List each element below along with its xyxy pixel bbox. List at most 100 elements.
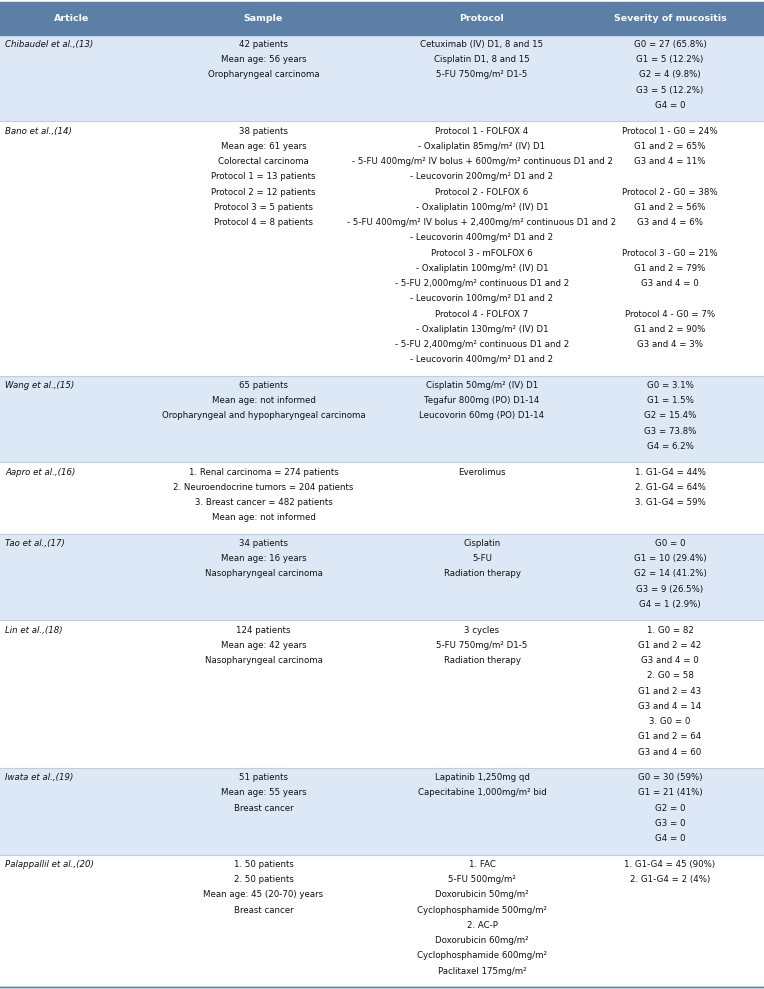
Text: Everolimus: Everolimus xyxy=(458,468,506,477)
Text: 2. Neuroendocrine tumors = 204 patients: 2. Neuroendocrine tumors = 204 patients xyxy=(173,483,354,492)
Text: - 5-FU 2,000mg/m² continuous D1 and 2: - 5-FU 2,000mg/m² continuous D1 and 2 xyxy=(395,279,569,288)
Text: Protocol 4 - G0 = 7%: Protocol 4 - G0 = 7% xyxy=(625,310,715,318)
Text: Cyclophosphamide 600mg/m²: Cyclophosphamide 600mg/m² xyxy=(417,951,547,960)
Text: G3 and 4 = 14: G3 and 4 = 14 xyxy=(639,702,701,711)
Text: 1. 50 patients: 1. 50 patients xyxy=(234,859,293,868)
Text: G0 = 0: G0 = 0 xyxy=(655,539,685,548)
Text: Colorectal carcinoma: Colorectal carcinoma xyxy=(219,157,309,166)
Text: Lapatinib 1,250mg qd: Lapatinib 1,250mg qd xyxy=(435,773,529,782)
Text: Sample: Sample xyxy=(244,14,283,23)
Text: Mean age: not informed: Mean age: not informed xyxy=(212,513,316,522)
Text: G2 = 4 (9.8%): G2 = 4 (9.8%) xyxy=(639,70,701,79)
Text: 65 patients: 65 patients xyxy=(239,381,288,390)
Text: - Leucovorin 400mg/m² D1 and 2: - Leucovorin 400mg/m² D1 and 2 xyxy=(410,233,554,242)
Text: G1 = 1.5%: G1 = 1.5% xyxy=(646,397,694,405)
Text: G4 = 6.2%: G4 = 6.2% xyxy=(646,442,694,451)
Bar xyxy=(0,854,764,987)
Text: Cisplatin 50mg/m² (IV) D1: Cisplatin 50mg/m² (IV) D1 xyxy=(426,381,538,390)
Text: G2 = 15.4%: G2 = 15.4% xyxy=(644,411,696,420)
Text: Mean age: 55 years: Mean age: 55 years xyxy=(221,788,306,797)
Text: Protocol 1 - G0 = 24%: Protocol 1 - G0 = 24% xyxy=(622,127,718,135)
Text: G1 and 2 = 79%: G1 and 2 = 79% xyxy=(634,264,706,273)
Text: 2. G0 = 58: 2. G0 = 58 xyxy=(646,672,694,680)
Text: 1. Renal carcinoma = 274 patients: 1. Renal carcinoma = 274 patients xyxy=(189,468,338,477)
Text: Mean age: 45 (20-70) years: Mean age: 45 (20-70) years xyxy=(203,890,324,899)
Text: 34 patients: 34 patients xyxy=(239,539,288,548)
Text: Oropharyngeal and hypopharyngeal carcinoma: Oropharyngeal and hypopharyngeal carcino… xyxy=(162,411,365,420)
Text: 3. G0 = 0: 3. G0 = 0 xyxy=(649,717,691,726)
Text: Aapro et al.,(16): Aapro et al.,(16) xyxy=(5,468,76,477)
Text: G2 = 14 (41.2%): G2 = 14 (41.2%) xyxy=(633,570,707,579)
Text: - Oxaliplatin 130mg/m² (IV) D1: - Oxaliplatin 130mg/m² (IV) D1 xyxy=(416,324,549,333)
Text: 5-FU: 5-FU xyxy=(472,554,492,563)
Text: Mean age: 42 years: Mean age: 42 years xyxy=(221,641,306,650)
Bar xyxy=(0,768,764,854)
Text: - Leucovorin 200mg/m² D1 and 2: - Leucovorin 200mg/m² D1 and 2 xyxy=(410,172,554,181)
Text: - Oxaliplatin 100mg/m² (IV) D1: - Oxaliplatin 100mg/m² (IV) D1 xyxy=(416,203,549,212)
Text: Tegafur 800mg (PO) D1-14: Tegafur 800mg (PO) D1-14 xyxy=(424,397,539,405)
Text: G1 and 2 = 64: G1 and 2 = 64 xyxy=(639,732,701,742)
Bar xyxy=(0,534,764,620)
Text: 3. G1-G4 = 59%: 3. G1-G4 = 59% xyxy=(635,498,705,507)
Text: Doxorubicin 60mg/m²: Doxorubicin 60mg/m² xyxy=(435,936,529,945)
Text: G3 = 9 (26.5%): G3 = 9 (26.5%) xyxy=(636,584,704,593)
Text: Chibaudel et al.,(13): Chibaudel et al.,(13) xyxy=(5,40,93,48)
Bar xyxy=(0,35,764,122)
Text: Protocol 4 - FOLFOX 7: Protocol 4 - FOLFOX 7 xyxy=(435,310,529,318)
Text: Protocol 1 = 13 patients: Protocol 1 = 13 patients xyxy=(212,172,316,181)
Text: 124 patients: 124 patients xyxy=(236,626,291,635)
Text: Cetuximab (IV) D1, 8 and 15: Cetuximab (IV) D1, 8 and 15 xyxy=(420,40,543,48)
Text: - 5-FU 2,400mg/m² continuous D1 and 2: - 5-FU 2,400mg/m² continuous D1 and 2 xyxy=(395,340,569,349)
Bar xyxy=(0,2,764,35)
Text: 38 patients: 38 patients xyxy=(239,127,288,135)
Text: 5-FU 750mg/m² D1-5: 5-FU 750mg/m² D1-5 xyxy=(436,70,528,79)
Text: G1 and 2 = 56%: G1 and 2 = 56% xyxy=(634,203,706,212)
Bar xyxy=(0,462,764,534)
Text: 5-FU 750mg/m² D1-5: 5-FU 750mg/m² D1-5 xyxy=(436,641,528,650)
Text: Iwata et al.,(19): Iwata et al.,(19) xyxy=(5,773,73,782)
Text: Radiation therapy: Radiation therapy xyxy=(443,570,520,579)
Text: G3 and 4 = 0: G3 and 4 = 0 xyxy=(641,279,699,288)
Text: Protocol 2 - G0 = 38%: Protocol 2 - G0 = 38% xyxy=(622,188,718,197)
Text: 2. 50 patients: 2. 50 patients xyxy=(234,875,293,884)
Text: Article: Article xyxy=(54,14,89,23)
Text: G1 and 2 = 42: G1 and 2 = 42 xyxy=(639,641,701,650)
Text: 3. Breast cancer = 482 patients: 3. Breast cancer = 482 patients xyxy=(195,498,332,507)
Text: - Oxaliplatin 85mg/m² (IV) D1: - Oxaliplatin 85mg/m² (IV) D1 xyxy=(419,141,545,150)
Text: G2 = 0: G2 = 0 xyxy=(655,804,685,813)
Text: Bano et al.,(14): Bano et al.,(14) xyxy=(5,127,72,135)
Text: Wang et al.,(15): Wang et al.,(15) xyxy=(5,381,74,390)
Text: Nasopharyngeal carcinoma: Nasopharyngeal carcinoma xyxy=(205,570,322,579)
Bar xyxy=(0,376,764,462)
Text: G3 and 4 = 60: G3 and 4 = 60 xyxy=(639,748,701,757)
Text: G4 = 0: G4 = 0 xyxy=(655,834,685,844)
Text: G3 and 4 = 11%: G3 and 4 = 11% xyxy=(634,157,706,166)
Text: Protocol 2 - FOLFOX 6: Protocol 2 - FOLFOX 6 xyxy=(435,188,529,197)
Text: Doxorubicin 50mg/m²: Doxorubicin 50mg/m² xyxy=(435,890,529,899)
Text: 2. G1-G4 = 64%: 2. G1-G4 = 64% xyxy=(635,483,705,492)
Text: Nasopharyngeal carcinoma: Nasopharyngeal carcinoma xyxy=(205,656,322,665)
Text: Protocol 3 - mFOLFOX 6: Protocol 3 - mFOLFOX 6 xyxy=(431,248,533,257)
Text: Protocol 3 - G0 = 21%: Protocol 3 - G0 = 21% xyxy=(622,248,718,257)
Text: Paclitaxel 175mg/m²: Paclitaxel 175mg/m² xyxy=(438,966,526,975)
Text: - Leucovorin 100mg/m² D1 and 2: - Leucovorin 100mg/m² D1 and 2 xyxy=(410,295,554,304)
Text: Breast cancer: Breast cancer xyxy=(234,906,293,915)
Text: G4 = 0: G4 = 0 xyxy=(655,101,685,110)
Text: Palappallil et al.,(20): Palappallil et al.,(20) xyxy=(5,859,94,868)
Text: G1 and 2 = 65%: G1 and 2 = 65% xyxy=(634,141,706,150)
Text: G3 = 0: G3 = 0 xyxy=(655,819,685,828)
Text: G1 = 21 (41%): G1 = 21 (41%) xyxy=(638,788,702,797)
Text: G0 = 27 (65.8%): G0 = 27 (65.8%) xyxy=(633,40,707,48)
Text: G3 and 4 = 3%: G3 and 4 = 3% xyxy=(637,340,703,349)
Text: Capecitabine 1,000mg/m² bid: Capecitabine 1,000mg/m² bid xyxy=(418,788,546,797)
Text: G0 = 30 (59%): G0 = 30 (59%) xyxy=(638,773,702,782)
Text: G3 and 4 = 6%: G3 and 4 = 6% xyxy=(637,218,703,227)
Text: 1. G0 = 82: 1. G0 = 82 xyxy=(646,626,694,635)
Text: 1. G1-G4 = 44%: 1. G1-G4 = 44% xyxy=(635,468,705,477)
Text: Protocol 3 = 5 patients: Protocol 3 = 5 patients xyxy=(214,203,313,212)
Text: Protocol: Protocol xyxy=(460,14,504,23)
Text: Leucovorin 60mg (PO) D1-14: Leucovorin 60mg (PO) D1-14 xyxy=(419,411,545,420)
Text: - Oxaliplatin 100mg/m² (IV) D1: - Oxaliplatin 100mg/m² (IV) D1 xyxy=(416,264,549,273)
Text: Cisplatin: Cisplatin xyxy=(464,539,500,548)
Bar xyxy=(0,620,764,768)
